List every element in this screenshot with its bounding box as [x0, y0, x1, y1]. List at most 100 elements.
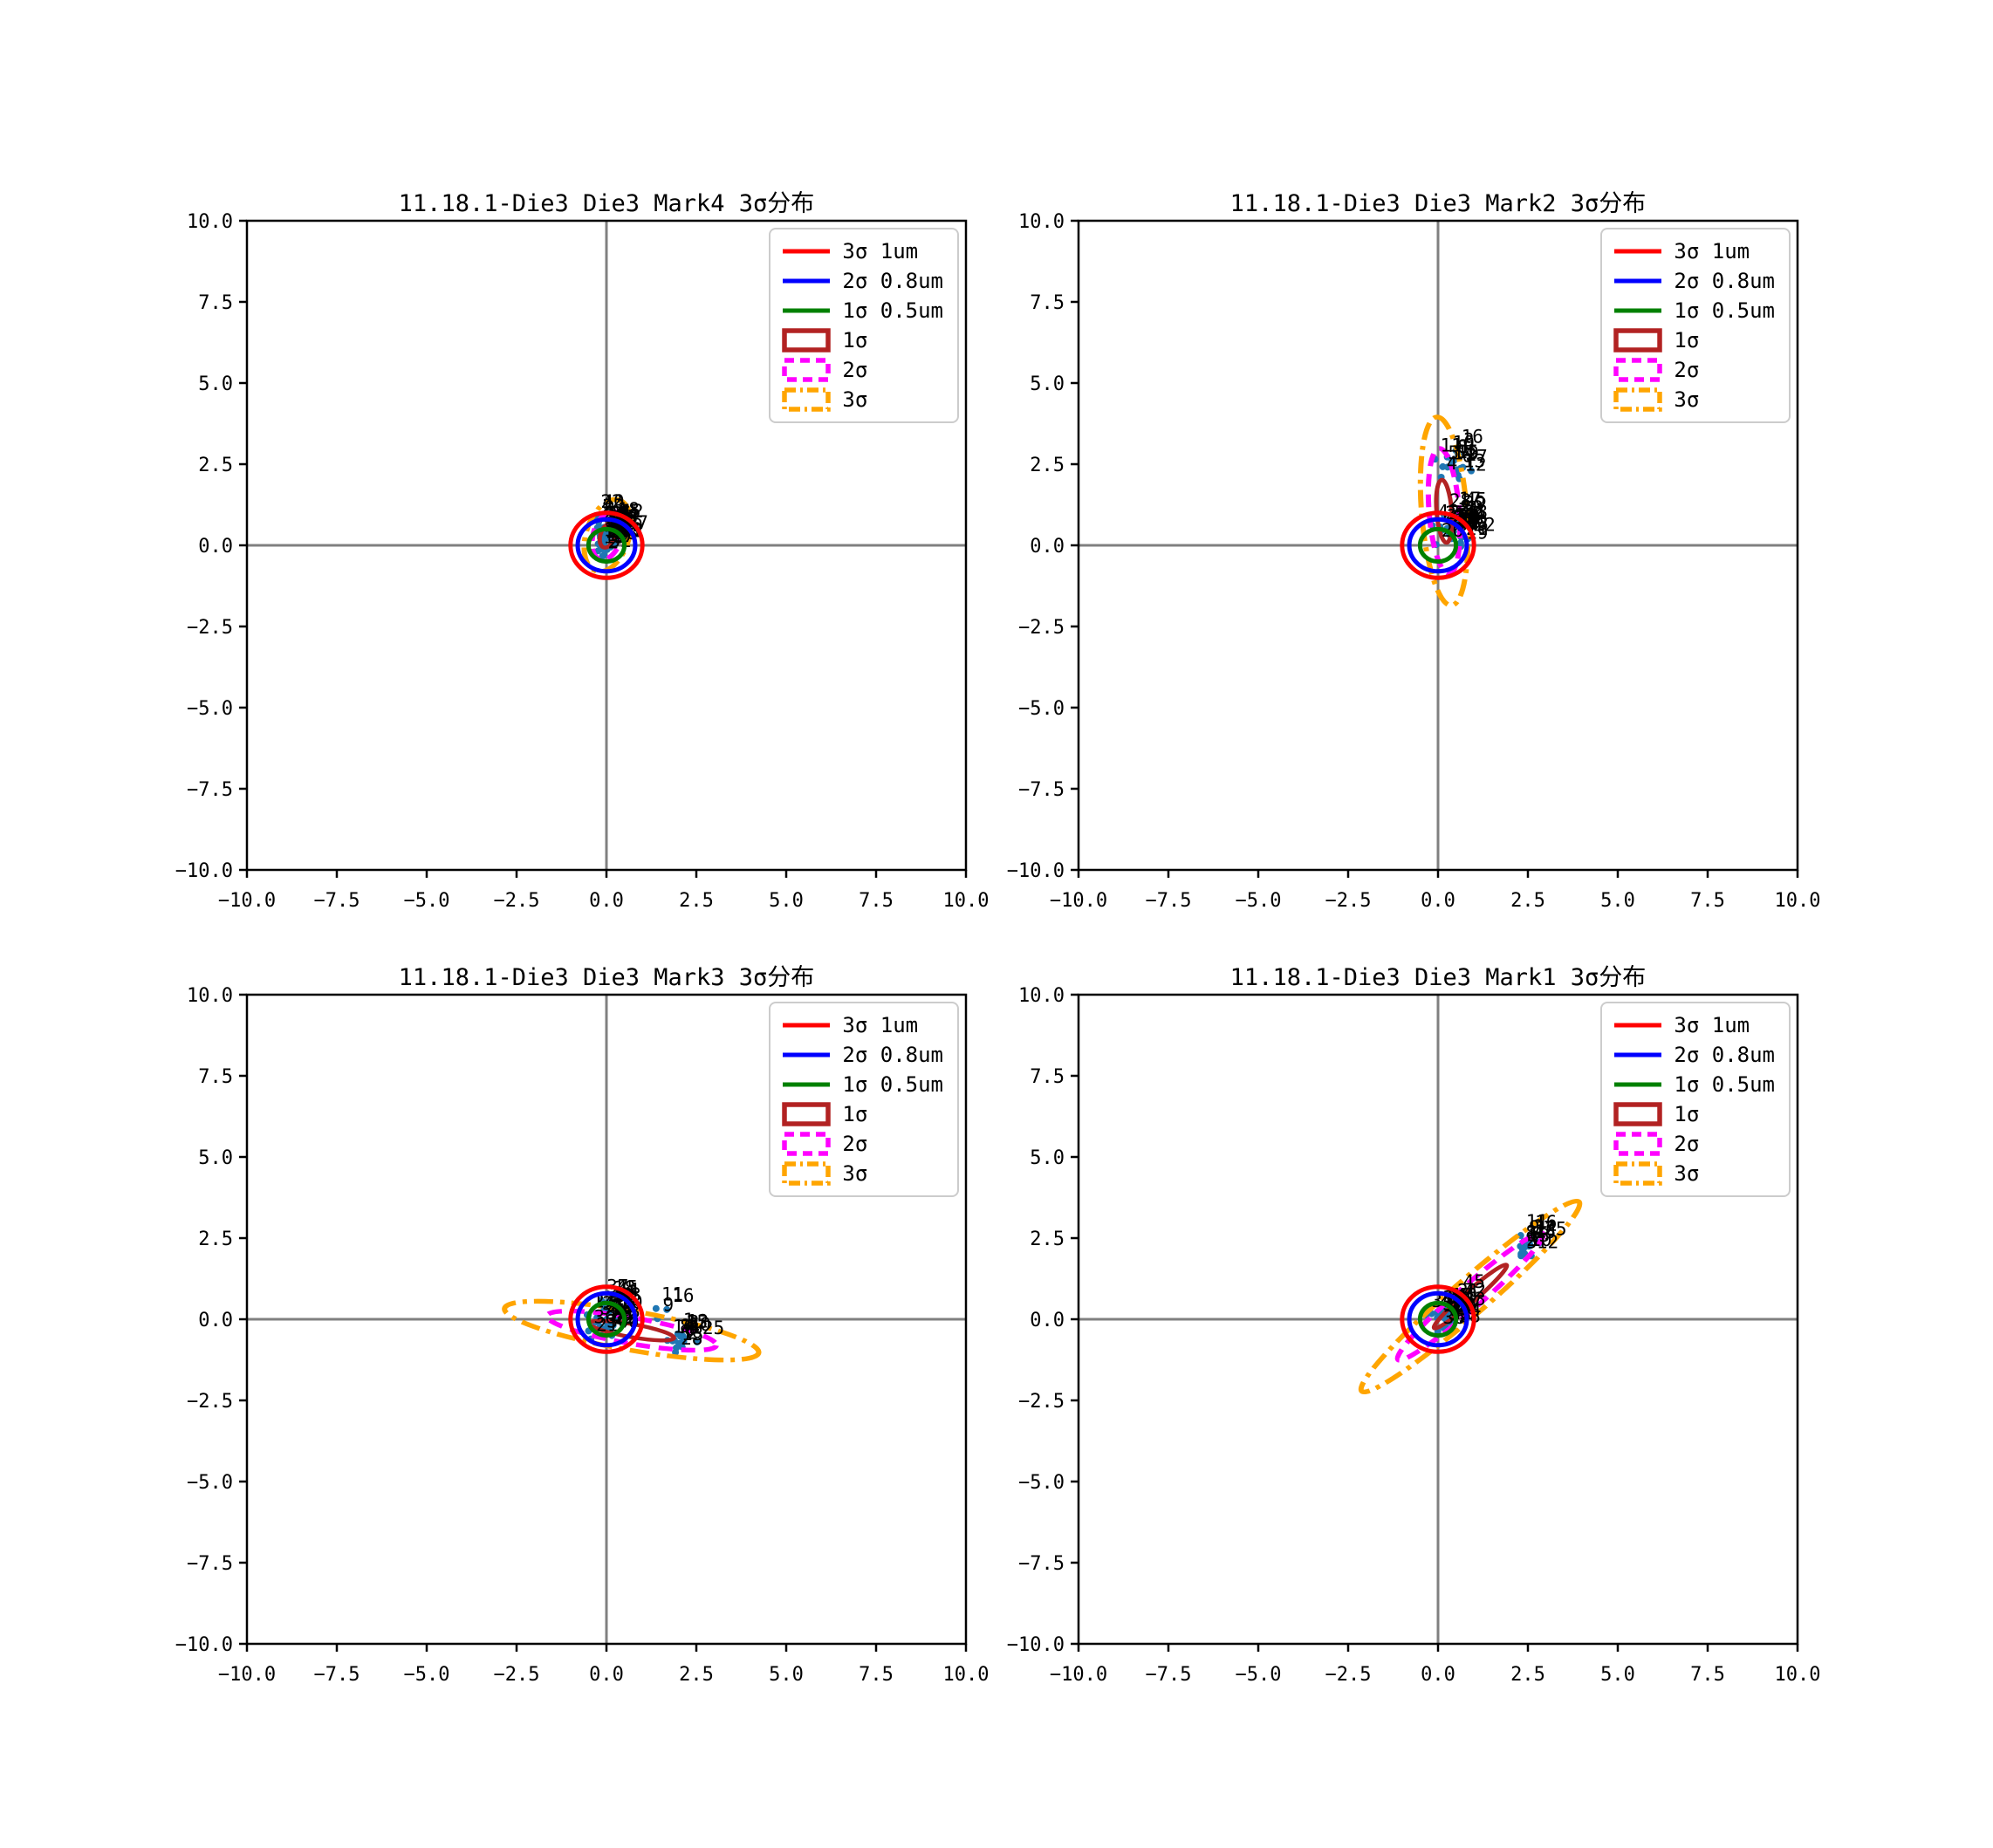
point-label: 17	[1459, 489, 1481, 510]
sigma-ellipse-1sigma	[1431, 1263, 1510, 1331]
legend-label: 3σ	[1674, 387, 1700, 412]
y-tick-label: 7.5	[1030, 292, 1065, 314]
data-point	[602, 532, 610, 540]
x-tick-label: −2.5	[494, 890, 540, 912]
point-label: 41	[1464, 503, 1486, 524]
legend-label: 2σ 0.8um	[1674, 269, 1775, 293]
point-label: 21	[1457, 1280, 1479, 1301]
point-label: 31	[1458, 499, 1480, 520]
legend-patch-swatch	[782, 1102, 832, 1126]
spec-circle-2sigma-0p8um	[575, 517, 638, 574]
x-tick-label: 7.5	[859, 890, 894, 912]
y-tick-label: −10.0	[1007, 860, 1065, 882]
point-label: 4	[1447, 453, 1458, 474]
sigma-ellipse-1sigma	[597, 521, 618, 550]
point-label: 45	[1465, 489, 1487, 510]
legend-label: 3σ 1um	[842, 1013, 919, 1037]
x-tick-label: 2.5	[679, 890, 714, 912]
legend-entry-3: 1σ	[781, 327, 943, 353]
y-tick-label: 7.5	[198, 292, 233, 314]
subplot-mark3: 11.18.1-Die3 Die3 Mark3 3σ分布 1 2 3 4 5 6 7 8 9 10…	[134, 958, 1005, 1707]
legend-box: 3σ 1um 2σ 0.8um 1σ 0.5um 1σ 2σ 3σ	[769, 1002, 959, 1197]
legend-patch-swatch	[1613, 328, 1663, 352]
legend-label: 3σ	[842, 1161, 868, 1186]
x-tick-label: 0.0	[1421, 1664, 1455, 1686]
sigma-ellipse-2sigma	[1394, 1230, 1546, 1363]
y-tick-label: 0.0	[1030, 536, 1065, 558]
legend-patch-swatch	[782, 387, 832, 412]
data-point	[663, 1305, 671, 1313]
spec-circle-2sigma-0p8um	[1407, 1290, 1469, 1348]
x-tick-label: 7.5	[1690, 890, 1725, 912]
legend-label: 3σ	[842, 387, 868, 412]
y-tick-label: 5.0	[1030, 373, 1065, 395]
point-label: 4	[688, 1318, 700, 1338]
legend-label: 3σ	[1674, 1161, 1700, 1186]
x-tick-label: 10.0	[1775, 890, 1821, 912]
data-point	[1456, 539, 1464, 547]
legend-entry-0: 3σ 1um	[1613, 238, 1775, 264]
x-tick-label: −2.5	[1325, 1664, 1372, 1686]
y-tick-label: 10.0	[187, 211, 233, 233]
legend-box: 3σ 1um 2σ 0.8um 1σ 0.5um 1σ 2σ 3σ	[1600, 1002, 1791, 1197]
spec-circle-3sigma-1um	[1400, 1284, 1476, 1354]
point-label: 13	[681, 1324, 703, 1345]
data-point	[693, 1338, 701, 1346]
legend-line-swatch	[783, 249, 831, 254]
point-label: 15	[1534, 1222, 1556, 1242]
legend-entry-0: 3σ 1um	[781, 238, 943, 264]
legend-patch-swatch	[1613, 1102, 1663, 1126]
point-label: 8	[1525, 1222, 1537, 1242]
x-tick-label: 0.0	[589, 1664, 624, 1686]
point-label: 13	[1463, 451, 1485, 472]
point-label: 6	[1462, 446, 1474, 467]
x-tick-label: 5.0	[1600, 890, 1635, 912]
x-tick-label: 5.0	[1600, 1664, 1635, 1686]
legend-entry-2: 1σ 0.5um	[1613, 298, 1775, 324]
point-label: 38	[1466, 502, 1488, 523]
legend-label: 3σ 1um	[1674, 1013, 1750, 1037]
sigma-ellipse-2sigma	[544, 1308, 719, 1353]
point-label: 2	[1466, 444, 1477, 465]
point-label: 14	[1453, 442, 1475, 463]
legend-label: 1σ	[842, 328, 868, 352]
x-tick-label: −2.5	[494, 1664, 540, 1686]
point-label: 10	[1453, 433, 1475, 454]
plot-canvas-mark3: 1234567891011121314151617181920212223242…	[175, 985, 990, 1686]
legend-entry-2: 1σ 0.5um	[781, 1071, 943, 1098]
x-tick-label: −10.0	[218, 1664, 276, 1686]
point-label: 9	[663, 1294, 675, 1315]
point-label: 28	[1449, 490, 1471, 511]
point-label: 5	[689, 1317, 701, 1338]
y-tick-label: −5.0	[1018, 1472, 1065, 1494]
legend-label: 3σ 1um	[842, 239, 919, 264]
data-point	[603, 1305, 611, 1313]
legend-entry-4: 2σ	[1613, 1131, 1775, 1157]
point-label: 36	[593, 1306, 615, 1327]
data-point	[1449, 456, 1456, 464]
point-label: 39	[1463, 492, 1485, 513]
legend-entry-1: 2σ 0.8um	[1613, 268, 1775, 294]
subplot-title: 11.18.1-Die3 Die3 Mark2 3σ分布	[1229, 190, 1647, 217]
point-label: 4	[1534, 1222, 1545, 1242]
y-tick-label: −5.0	[187, 698, 233, 720]
legend-patch-swatch	[782, 1132, 832, 1156]
subplot-title: 11.18.1-Die3 Die3 Mark4 3σ分布	[398, 190, 815, 217]
point-label: 1	[1459, 436, 1470, 457]
y-tick-label: 2.5	[1030, 455, 1065, 476]
point-label: 12	[687, 1311, 709, 1331]
point-label: 8	[1457, 436, 1469, 457]
legend-entry-2: 1σ 0.5um	[1613, 1071, 1775, 1098]
x-tick-label: 7.5	[859, 1664, 894, 1686]
x-tick-label: −10.0	[1050, 1664, 1107, 1686]
point-label: 11	[1441, 435, 1462, 455]
point-label: 22	[1473, 514, 1495, 535]
legend-entry-4: 2σ	[781, 1131, 943, 1157]
legend-patch-swatch	[782, 358, 832, 382]
point-label: 2	[688, 1323, 699, 1344]
y-tick-label: −2.5	[187, 1391, 233, 1413]
legend-line-swatch	[1614, 1082, 1662, 1087]
spec-circle-3sigma-1um	[568, 1284, 645, 1354]
